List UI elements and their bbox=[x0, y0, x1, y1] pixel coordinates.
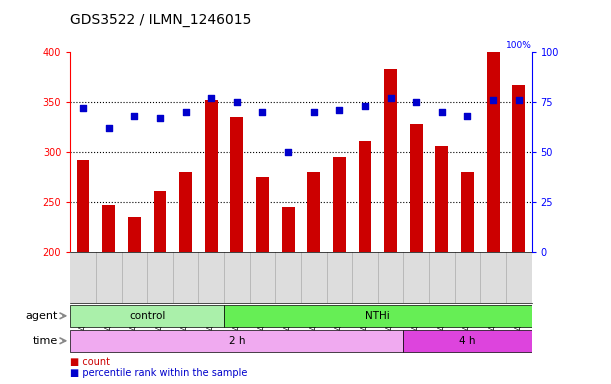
Point bbox=[181, 109, 191, 115]
FancyBboxPatch shape bbox=[403, 329, 532, 352]
Bar bbox=[230, 117, 243, 252]
Point bbox=[104, 125, 114, 131]
Point bbox=[258, 109, 268, 115]
Bar bbox=[307, 172, 320, 252]
Point bbox=[386, 95, 395, 101]
Text: ■ percentile rank within the sample: ■ percentile rank within the sample bbox=[70, 368, 247, 378]
Bar bbox=[487, 52, 500, 252]
Point bbox=[130, 113, 139, 119]
Text: GDS3522 / ILMN_1246015: GDS3522 / ILMN_1246015 bbox=[70, 13, 252, 27]
Bar bbox=[513, 85, 525, 252]
Point bbox=[78, 105, 88, 111]
Text: 4 h: 4 h bbox=[459, 336, 476, 346]
Text: 100%: 100% bbox=[506, 41, 532, 50]
Point bbox=[488, 97, 498, 103]
Point bbox=[360, 103, 370, 109]
FancyBboxPatch shape bbox=[70, 305, 224, 327]
Bar bbox=[205, 100, 218, 252]
Bar bbox=[410, 124, 423, 252]
Point bbox=[155, 115, 165, 121]
Bar bbox=[256, 177, 269, 252]
Point bbox=[207, 95, 216, 101]
Bar bbox=[128, 217, 141, 252]
Text: 2 h: 2 h bbox=[229, 336, 245, 346]
Point bbox=[284, 149, 293, 155]
Bar bbox=[153, 190, 166, 252]
Point bbox=[309, 109, 318, 115]
Point bbox=[232, 99, 242, 105]
Point bbox=[411, 99, 421, 105]
Bar bbox=[179, 172, 192, 252]
Bar bbox=[461, 172, 474, 252]
Text: NTHi: NTHi bbox=[365, 311, 390, 321]
Point bbox=[514, 97, 524, 103]
Point bbox=[463, 113, 472, 119]
Bar bbox=[282, 207, 295, 252]
Bar bbox=[359, 141, 371, 252]
Point bbox=[437, 109, 447, 115]
Bar bbox=[436, 146, 448, 252]
FancyBboxPatch shape bbox=[70, 329, 403, 352]
Bar bbox=[333, 157, 346, 252]
Point bbox=[334, 107, 344, 113]
Text: time: time bbox=[33, 336, 58, 346]
Text: control: control bbox=[129, 311, 166, 321]
Text: ■ count: ■ count bbox=[70, 357, 110, 367]
Bar bbox=[384, 69, 397, 252]
Bar bbox=[76, 160, 89, 252]
Bar bbox=[102, 205, 115, 252]
FancyBboxPatch shape bbox=[224, 305, 532, 327]
Text: agent: agent bbox=[26, 311, 58, 321]
